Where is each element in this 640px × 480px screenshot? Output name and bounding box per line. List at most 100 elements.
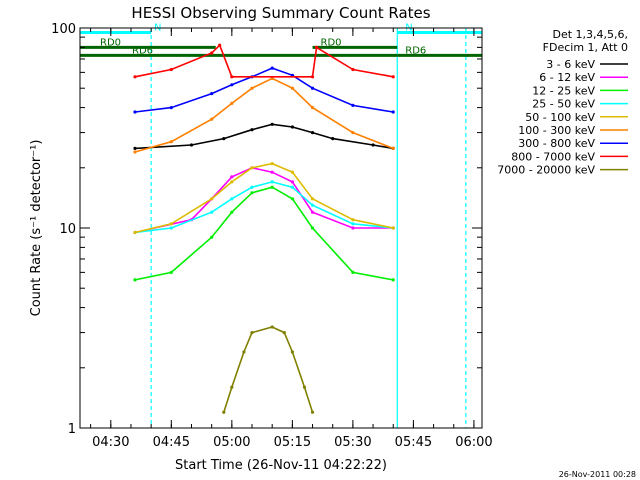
data-point-2-8 bbox=[351, 270, 355, 274]
data-point-0-4 bbox=[270, 122, 274, 126]
data-point-8-0 bbox=[222, 410, 226, 414]
y-axis: 1 10 100 bbox=[51, 22, 482, 437]
series-line-5 bbox=[134, 77, 394, 153]
data-point-4-2 bbox=[210, 197, 214, 201]
data-point-1-5 bbox=[270, 170, 274, 174]
data-point-3-4 bbox=[250, 185, 254, 189]
series-line-6 bbox=[134, 67, 394, 113]
data-point-5-3 bbox=[230, 101, 234, 105]
data-point-3-6 bbox=[290, 185, 294, 189]
data-point-4-3 bbox=[230, 180, 234, 184]
y-tick-label-0: 1 bbox=[68, 422, 76, 437]
data-point-6-7 bbox=[310, 86, 315, 90]
data-point-3-7 bbox=[310, 203, 315, 207]
legend-header-2: FDecim 1, Att 0 bbox=[543, 41, 628, 54]
x-tick-label-5: 05:45 bbox=[395, 435, 432, 450]
legend-label-3: 25 - 50 keV bbox=[532, 98, 595, 111]
x-tick-label-3: 05:15 bbox=[274, 435, 311, 450]
data-point-8-6 bbox=[290, 350, 294, 354]
data-point-8-8 bbox=[310, 410, 315, 414]
annotation-label-2: RD0 bbox=[100, 37, 121, 48]
data-point-4-5 bbox=[270, 162, 274, 166]
data-point-5-4 bbox=[250, 86, 254, 90]
data-point-5-1 bbox=[169, 140, 173, 144]
data-point-0-0 bbox=[133, 146, 137, 150]
legend-label-4: 50 - 100 keV bbox=[525, 111, 595, 124]
data-point-5-9 bbox=[391, 146, 395, 150]
annotation-label-4: RD6 bbox=[132, 45, 153, 56]
data-point-3-3 bbox=[230, 197, 234, 201]
data-point-3-8 bbox=[351, 222, 355, 226]
data-point-4-4 bbox=[250, 166, 254, 170]
data-point-6-3 bbox=[230, 83, 234, 87]
legend: Det 1,3,4,5,6, FDecim 1, Att 0 3 - 6 keV… bbox=[497, 28, 628, 177]
data-point-8-1 bbox=[230, 385, 234, 389]
y-tick-label-2: 100 bbox=[51, 22, 76, 37]
data-point-2-9 bbox=[391, 278, 395, 282]
data-point-6-2 bbox=[210, 92, 214, 96]
data-point-6-1 bbox=[169, 106, 173, 110]
data-point-7-2 bbox=[210, 51, 214, 55]
data-point-2-0 bbox=[133, 278, 137, 282]
annotation-label-3: RD0 bbox=[321, 37, 342, 48]
data-point-5-8 bbox=[351, 131, 355, 135]
series-line-2 bbox=[134, 186, 394, 281]
data-point-3-5 bbox=[270, 180, 274, 184]
data-point-0-7 bbox=[331, 137, 335, 141]
data-point-4-8 bbox=[351, 218, 355, 222]
data-point-2-3 bbox=[230, 210, 234, 214]
annotation-label-5: RD6 bbox=[405, 45, 426, 56]
data-point-0-3 bbox=[250, 128, 254, 132]
plot-border bbox=[79, 27, 483, 429]
data-point-4-6 bbox=[290, 170, 294, 174]
y-tick-label-1: 10 bbox=[59, 222, 76, 237]
legend-label-7: 800 - 7000 keV bbox=[511, 150, 595, 163]
data-point-6-8 bbox=[351, 103, 355, 107]
data-point-3-1 bbox=[169, 226, 173, 230]
legend-label-1: 6 - 12 keV bbox=[539, 71, 595, 84]
data-point-1-3 bbox=[230, 175, 234, 179]
data-point-7-1 bbox=[169, 67, 173, 72]
data-point-7-0 bbox=[133, 75, 137, 79]
data-point-0-5 bbox=[290, 125, 294, 129]
data-point-7-3 bbox=[218, 43, 222, 47]
data-point-0-1 bbox=[189, 143, 194, 147]
data-point-2-6 bbox=[290, 197, 294, 201]
data-point-2-2 bbox=[210, 235, 214, 239]
y-axis-label: Count Rate (s⁻¹ detector⁻¹) bbox=[29, 140, 44, 317]
x-axis-label: Start Time (26-Nov-11 04:22:22) bbox=[175, 458, 387, 473]
series-line-3 bbox=[134, 181, 394, 234]
legend-label-6: 300 - 800 keV bbox=[518, 137, 595, 150]
data-point-3-2 bbox=[210, 210, 214, 214]
data-point-5-2 bbox=[210, 117, 214, 121]
data-point-0-8 bbox=[371, 143, 375, 147]
series-line-4 bbox=[134, 162, 394, 234]
series-line-0 bbox=[134, 123, 394, 150]
data-point-8-3 bbox=[250, 331, 254, 335]
x-tick-label-6: 06:00 bbox=[455, 435, 492, 450]
x-tick-label-1: 04:45 bbox=[153, 435, 190, 450]
data-point-5-7 bbox=[310, 106, 315, 110]
data-point-8-7 bbox=[302, 385, 307, 389]
data-point-0-2 bbox=[222, 137, 226, 141]
legend-label-5: 100 - 300 keV bbox=[518, 124, 595, 137]
data-point-7-6 bbox=[315, 45, 319, 50]
series-line-8 bbox=[223, 326, 314, 413]
x-tick-label-4: 05:30 bbox=[334, 435, 371, 450]
x-tick-label-2: 05:00 bbox=[213, 435, 250, 450]
data-point-4-9 bbox=[391, 226, 395, 230]
legend-label-8: 7000 - 20000 keV bbox=[497, 164, 595, 177]
data-point-1-8 bbox=[351, 226, 355, 230]
data-point-6-0 bbox=[133, 110, 137, 114]
data-point-2-7 bbox=[310, 226, 315, 230]
data-point-5-0 bbox=[133, 150, 137, 154]
data-point-2-5 bbox=[270, 185, 274, 189]
data-point-6-9 bbox=[391, 110, 395, 114]
data-point-7-8 bbox=[391, 75, 395, 79]
footer-timestamp: 26-Nov-2011 00:28 bbox=[559, 470, 636, 479]
data-point-8-4 bbox=[270, 325, 274, 329]
data-point-1-7 bbox=[310, 210, 315, 214]
data-point-0-6 bbox=[310, 131, 315, 135]
